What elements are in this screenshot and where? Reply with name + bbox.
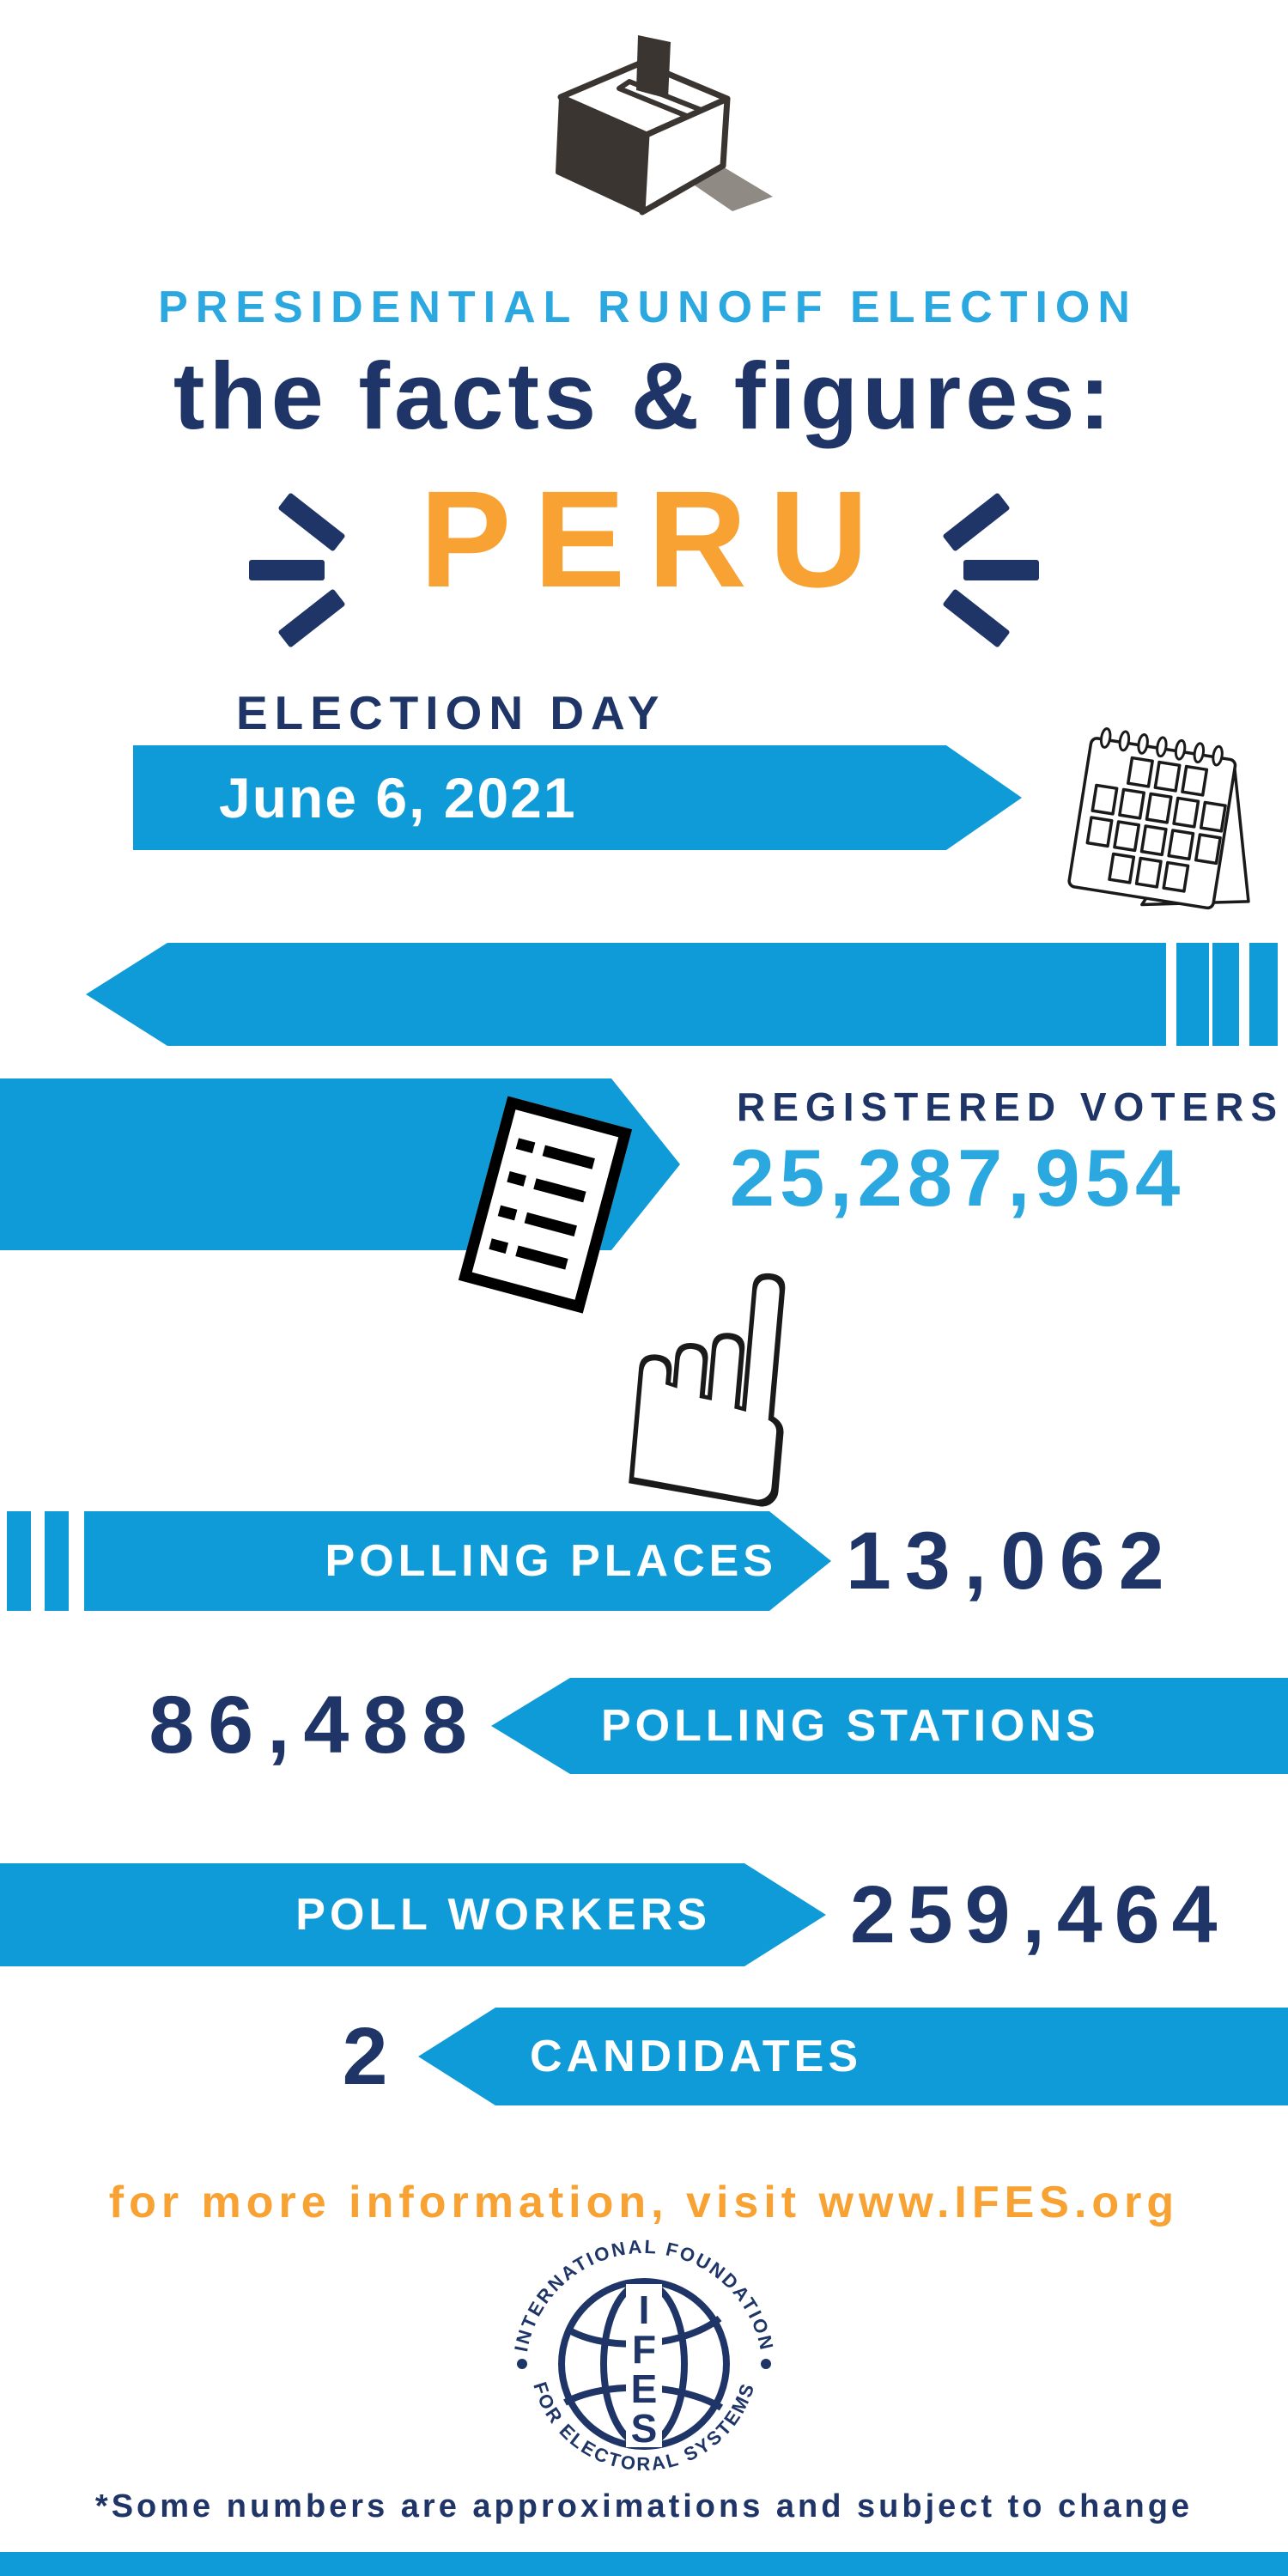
decorative-band: [86, 943, 1166, 1046]
candidates-label: CANDIDATES: [530, 2032, 863, 2081]
ifes-globe-logo: I F E S INTERNATIONAL FOUNDATION FOR ELE…: [510, 2236, 775, 2475]
election-day-date: June 6, 2021: [219, 766, 577, 829]
candidates-value: 2: [342, 2010, 388, 2102]
calendar-grid: [1085, 756, 1227, 893]
polling-stations-band: POLLING STATIONS: [491, 1678, 1288, 1774]
speed-stripe: [45, 1511, 69, 1611]
candidates-band: CANDIDATES: [418, 2008, 1288, 2105]
logo-letter: E: [631, 2366, 658, 2411]
burst-dash-left-mid: [249, 560, 325, 580]
pointing-hand-icon: ☝: [598, 1195, 826, 1587]
speed-stripe: [1249, 943, 1278, 1046]
poll-workers-value: 259,464: [850, 1868, 1230, 1960]
polling-stations-label: POLLING STATIONS: [601, 1701, 1100, 1751]
polling-places-band: POLLING PLACES: [84, 1511, 831, 1611]
desk-calendar-icon: [1067, 727, 1250, 910]
ballot-box-icon: [556, 35, 773, 216]
kicker-heading: PRESIDENTIAL RUNOFF ELECTION: [158, 283, 1138, 332]
polling-places-value: 13,062: [846, 1515, 1178, 1607]
registered-voters-label: REGISTERED VOTERS: [737, 1084, 1284, 1129]
polling-stations-value: 86,488: [149, 1679, 481, 1771]
poll-workers-label: POLL WORKERS: [295, 1890, 711, 1940]
logo-letter: I: [639, 2287, 650, 2332]
election-day-label: ELECTION DAY: [236, 686, 666, 739]
footer-brand-bar: [0, 2552, 1288, 2576]
election-day-banner: June 6, 2021: [133, 745, 1022, 850]
speed-stripe: [1176, 943, 1209, 1046]
calendar-spiral: [1099, 727, 1224, 767]
page-title: the facts & figures:: [173, 343, 1115, 449]
more-info-line: for more information, visit www.IFES.org: [108, 2178, 1180, 2227]
poll-workers-band: POLL WORKERS: [0, 1863, 826, 1966]
registered-voters-value: 25,287,954: [729, 1133, 1186, 1223]
logo-letter: S: [631, 2406, 658, 2451]
disclaimer-note: *Some numbers are approximations and sub…: [94, 2488, 1194, 2524]
logo-letter: F: [632, 2327, 656, 2372]
speed-stripe: [1212, 943, 1239, 1046]
country-name: PERU: [419, 462, 891, 616]
polling-places-label: POLLING PLACES: [325, 1536, 777, 1586]
burst-dash-right-mid: [963, 560, 1039, 580]
speed-stripe: [7, 1511, 31, 1611]
